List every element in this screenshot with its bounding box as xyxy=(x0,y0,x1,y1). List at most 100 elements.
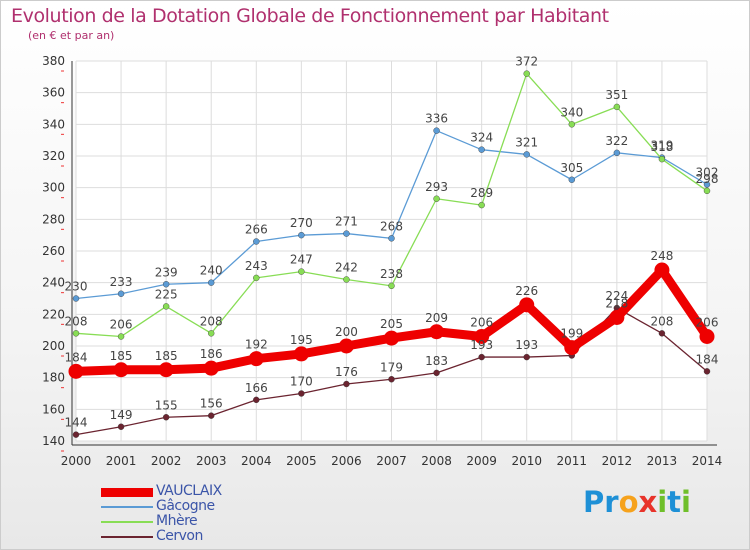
data-label: 298 xyxy=(696,172,719,186)
data-point xyxy=(659,156,665,162)
proxiti-logo: Proxiti xyxy=(583,485,691,519)
data-label: 184 xyxy=(696,352,719,366)
x-tick-label: 2013 xyxy=(647,454,678,468)
data-point xyxy=(384,331,399,346)
data-point xyxy=(163,414,169,420)
data-label: 248 xyxy=(650,249,673,263)
data-label: 318 xyxy=(650,140,673,154)
x-tick-label: 2008 xyxy=(421,454,452,468)
data-point xyxy=(163,281,169,287)
legend-swatch xyxy=(101,488,153,497)
data-label: 205 xyxy=(380,317,403,331)
x-tick-label: 2007 xyxy=(376,454,407,468)
data-point xyxy=(389,376,395,382)
data-point xyxy=(569,177,575,183)
data-label: 176 xyxy=(335,365,358,379)
data-point xyxy=(614,104,620,110)
data-point xyxy=(429,324,444,339)
data-label: 271 xyxy=(335,215,358,229)
data-point xyxy=(253,239,259,245)
data-point xyxy=(343,231,349,237)
data-point xyxy=(704,368,710,374)
data-label: 179 xyxy=(380,360,403,374)
y-tick-label: 260 xyxy=(42,244,65,258)
data-label: 206 xyxy=(110,318,133,332)
data-label: 266 xyxy=(245,223,268,237)
data-point xyxy=(700,329,715,344)
data-label: 144 xyxy=(65,416,88,430)
logo-letter: o xyxy=(619,485,639,519)
data-label: 322 xyxy=(605,134,628,148)
data-label: 184 xyxy=(65,350,88,364)
x-tick-label: 2011 xyxy=(557,454,588,468)
data-point xyxy=(389,235,395,241)
data-label: 238 xyxy=(380,267,403,281)
data-point xyxy=(704,188,710,194)
data-point xyxy=(434,370,440,376)
x-tick-label: 2004 xyxy=(241,454,272,468)
data-point xyxy=(524,71,530,77)
data-label: 199 xyxy=(560,327,583,341)
data-label: 192 xyxy=(245,338,268,352)
data-point xyxy=(614,150,620,156)
data-point xyxy=(298,269,304,275)
data-label: 208 xyxy=(200,314,223,328)
data-point xyxy=(208,413,214,419)
data-label: 321 xyxy=(515,135,538,149)
data-point xyxy=(73,330,79,336)
data-point xyxy=(659,330,665,336)
data-label: 372 xyxy=(515,55,538,69)
data-point xyxy=(564,340,579,355)
data-point xyxy=(73,432,79,438)
data-label: 340 xyxy=(560,105,583,119)
data-label: 289 xyxy=(470,186,493,200)
y-tick-label: 160 xyxy=(42,402,65,416)
data-label: 224 xyxy=(605,289,628,303)
data-label: 206 xyxy=(470,316,493,330)
legend-swatch xyxy=(101,521,153,523)
y-tick-label: 280 xyxy=(42,212,65,226)
data-label: 351 xyxy=(605,88,628,102)
data-label: 226 xyxy=(515,284,538,298)
data-label: 186 xyxy=(200,347,223,361)
data-label: 166 xyxy=(245,381,268,395)
y-tick-label: 200 xyxy=(42,339,65,353)
x-tick-label: 2006 xyxy=(331,454,362,468)
logo-letter: i xyxy=(681,485,691,519)
x-tick-label: 2014 xyxy=(692,454,723,468)
grid-lines xyxy=(76,61,707,441)
data-point xyxy=(204,361,219,376)
data-point xyxy=(114,362,129,377)
data-label: 170 xyxy=(290,375,313,389)
y-tick-label: 380 xyxy=(42,54,65,68)
data-point xyxy=(253,275,259,281)
data-label: 230 xyxy=(65,280,88,294)
data-label: 324 xyxy=(470,131,493,145)
data-label: 225 xyxy=(155,287,178,301)
y-tick-label: 240 xyxy=(42,276,65,290)
data-point xyxy=(343,277,349,283)
x-tick-label: 2003 xyxy=(196,454,227,468)
x-tick-label: 2001 xyxy=(106,454,137,468)
data-label: 149 xyxy=(110,408,133,422)
data-point xyxy=(569,121,575,127)
legend-label: Mhère xyxy=(156,513,197,529)
data-label: 293 xyxy=(425,180,448,194)
data-label: 193 xyxy=(515,338,538,352)
data-label: 268 xyxy=(380,219,403,233)
line-chart: 1401601802002202402602803003203403603802… xyxy=(1,1,749,549)
data-point xyxy=(519,297,534,312)
data-point xyxy=(253,397,259,403)
y-tick-label: 360 xyxy=(42,86,65,100)
legend-swatch xyxy=(101,536,153,538)
x-tick-label: 2010 xyxy=(511,454,542,468)
legend-swatch xyxy=(101,506,153,508)
logo-letter: Pr xyxy=(583,485,619,519)
data-point xyxy=(208,330,214,336)
y-tick-label: 300 xyxy=(42,181,65,195)
data-label: 185 xyxy=(110,349,133,363)
data-label: 156 xyxy=(200,397,223,411)
data-point xyxy=(479,147,485,153)
data-label: 200 xyxy=(335,325,358,339)
y-tick-label: 140 xyxy=(42,434,65,448)
